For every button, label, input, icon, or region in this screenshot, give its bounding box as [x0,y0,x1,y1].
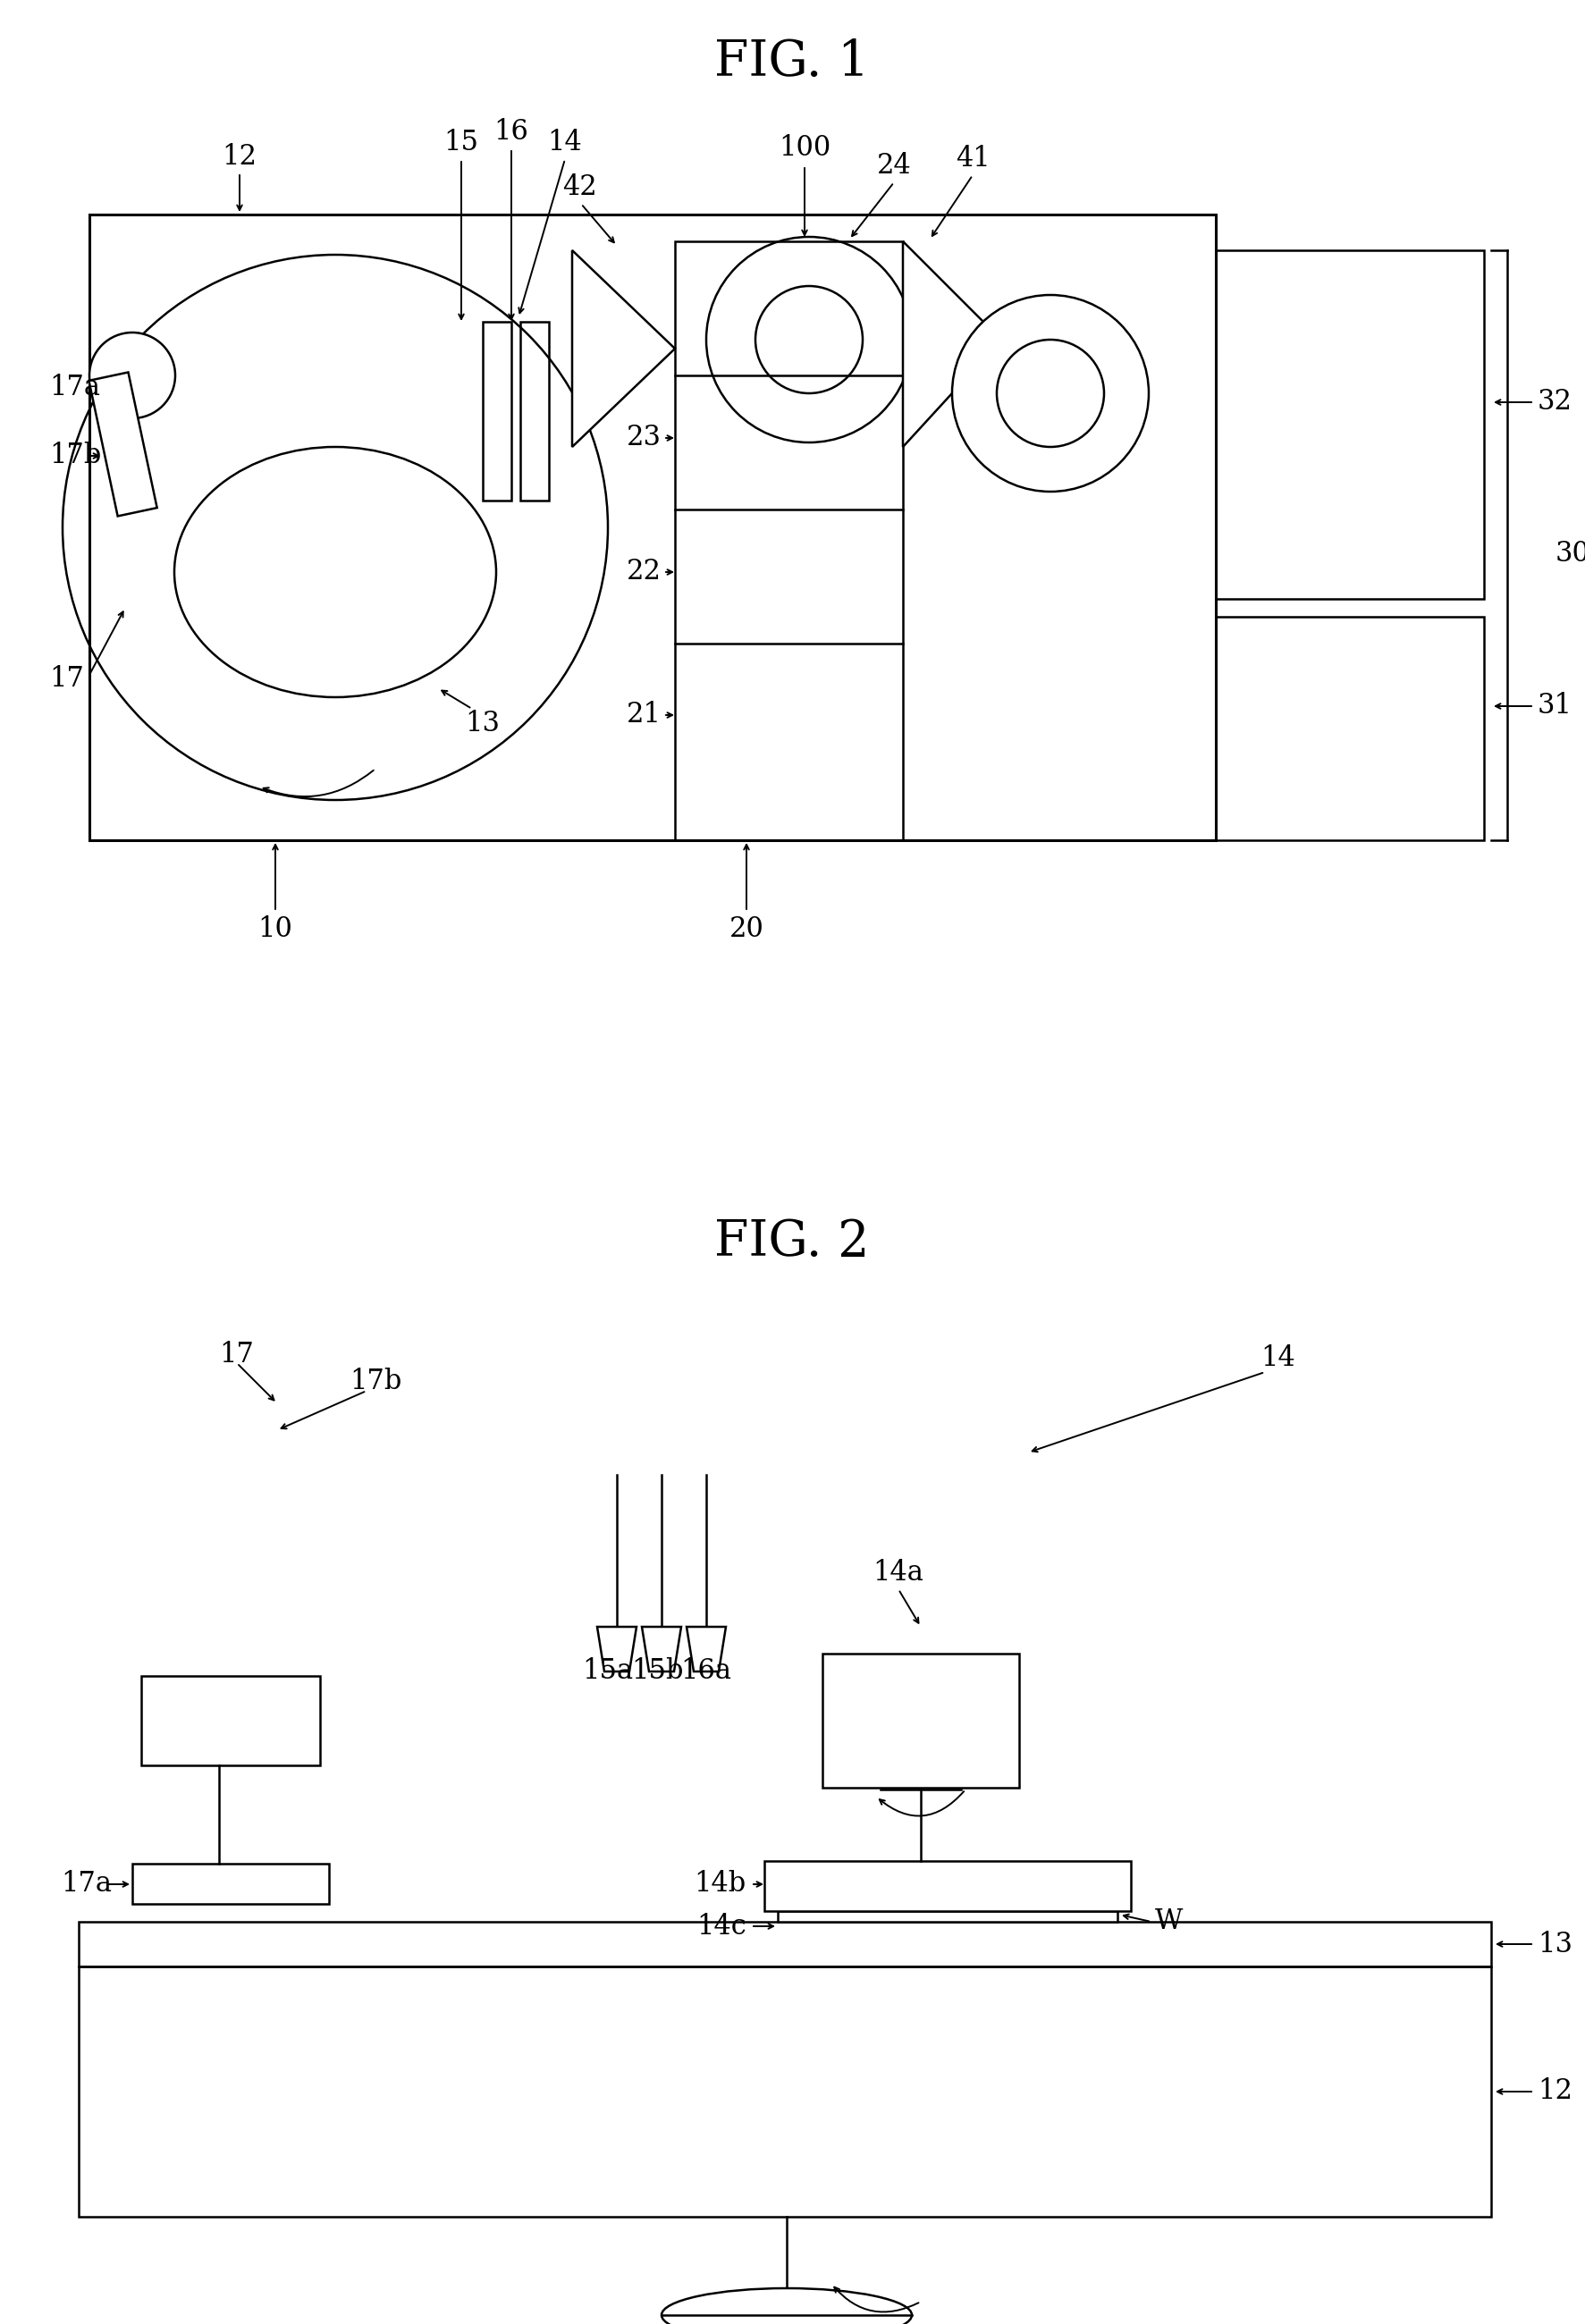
Ellipse shape [661,2289,911,2324]
Bar [132,1864,330,1903]
Bar [520,321,548,500]
Text: 13: 13 [466,711,501,739]
Text: 22: 22 [626,558,661,586]
Text: 14: 14 [548,130,582,158]
Text: 12: 12 [1537,2078,1572,2106]
Text: 17: 17 [219,1341,254,1369]
Text: 15: 15 [444,130,479,158]
Polygon shape [572,251,675,446]
Text: 14b: 14b [694,1871,747,1899]
Polygon shape [903,242,1002,446]
Text: 42: 42 [563,174,596,202]
Text: 14: 14 [1262,1346,1295,1373]
Text: 15a: 15a [582,1657,634,1685]
Bar [79,1922,1491,1966]
Text: 15b: 15b [631,1657,683,1685]
Text: 41: 41 [956,144,991,172]
Text: 14c: 14c [697,1913,747,1941]
Text: 32: 32 [1537,388,1572,416]
Text: 14a: 14a [873,1559,924,1587]
Text: 20: 20 [729,916,764,944]
Text: 31: 31 [1537,693,1572,720]
Circle shape [707,237,911,442]
Bar [675,242,903,841]
Text: W: W [1155,1908,1182,1936]
Bar [483,321,512,500]
Circle shape [953,295,1149,493]
Bar [764,1862,1130,1910]
Circle shape [756,286,862,393]
Text: 17b: 17b [349,1367,401,1394]
Text: 17: 17 [49,665,84,693]
Bar [89,214,1216,841]
Text: 24: 24 [877,153,911,181]
Text: 16: 16 [495,119,529,146]
Text: 100: 100 [778,132,831,160]
Polygon shape [642,1627,682,1671]
Bar [79,1966,1491,2217]
Polygon shape [598,1627,637,1671]
Text: 17b: 17b [49,442,101,469]
Text: FIG. 1: FIG. 1 [715,37,870,86]
Circle shape [997,339,1105,446]
Polygon shape [686,1627,726,1671]
Text: 30: 30 [1555,541,1585,567]
Text: 16a: 16a [680,1657,732,1685]
Text: 10: 10 [258,916,293,944]
Bar [89,372,157,516]
Text: 13: 13 [1537,1931,1572,1957]
Bar [141,1676,320,1766]
Bar [823,1655,1019,1787]
Text: FIG. 2: FIG. 2 [715,1218,870,1267]
Text: 23: 23 [626,423,661,451]
Text: 12: 12 [222,142,257,170]
Text: 21: 21 [626,702,661,730]
Circle shape [89,332,176,418]
Text: 17a: 17a [49,374,100,400]
Bar [1216,251,1484,600]
Text: 17a: 17a [60,1871,113,1899]
Bar [778,1910,1117,1922]
Bar [1216,616,1484,841]
